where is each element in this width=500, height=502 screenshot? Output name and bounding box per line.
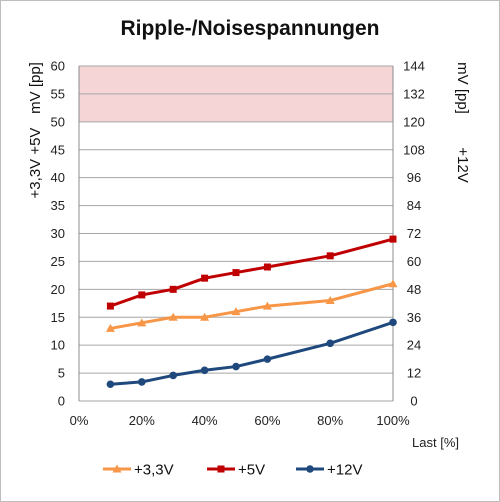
data-point-3-3v [388,279,398,288]
data-point-3-3v [105,323,115,332]
data-point-3-3v [231,307,241,316]
data-point-5v [169,285,177,293]
y-left-tick-label: 30 [51,226,65,241]
legend-label: +12V [327,462,362,479]
y-right-tick-label: 60 [407,254,421,269]
y-right-tick-label: 108 [403,142,425,157]
data-point-3-3v [200,312,210,321]
series-line-3-3v [108,282,395,330]
data-point-5v [106,302,114,310]
x-tick-label: 60% [254,413,280,428]
y-right-tick-label: 24 [407,338,421,353]
legend-label: +5V [238,462,265,479]
data-point-5v [326,252,334,260]
y-left-tick-label: 45 [51,142,65,157]
x-axis-title: Last [%] [412,435,459,450]
y-left-tick-label: 5 [58,366,65,381]
chart-title: Ripple-/Noisespannungen [120,17,379,40]
series-line-12v [108,320,395,386]
y-right-tick-label: 36 [407,310,421,325]
data-point-5v [232,269,240,277]
legend-marker-12v [306,465,314,473]
y-left-axis-unit: mV [pp] [27,62,44,114]
data-point-12v [232,362,240,371]
data-point-12v [263,355,272,363]
y-right-tick-label: 120 [403,114,425,129]
data-point-5v [138,291,146,299]
data-point-12v [169,371,177,380]
y-left-tick-label: 50 [51,114,65,129]
y-right-axis-unit: mV [pp] [454,62,471,114]
data-point-12v [389,318,397,327]
data-point-5v [263,263,271,271]
y-left-tick-label: 35 [51,198,65,213]
y-left-tick-label: 0 [58,394,65,409]
y-right-tick-label: 72 [407,226,421,241]
y-right-tick-label: 144 [403,59,425,74]
y-left-tick-label: 25 [51,254,65,269]
y-right-tick-label: 96 [407,170,421,185]
x-tick-label: 80% [317,413,343,428]
y-left-axis-title: +3,3V +5V [27,128,44,199]
legend-label: +3,3V [134,462,174,479]
data-point-3-3v [262,301,272,310]
data-point-12v [138,378,146,386]
y-right-tick-label: 132 [403,86,425,101]
data-point-5v [389,235,397,243]
x-tick-label: 40% [192,413,218,428]
y-right-axis-title: +12V [454,147,471,182]
data-point-3-3v [137,318,147,327]
data-point-12v [200,366,209,375]
data-point-12v [106,380,115,389]
y-right-tick-label: 84 [407,198,421,213]
y-right-tick-label: 12 [407,366,421,381]
x-tick-label: 0% [70,413,89,428]
legend-marker-3-3v [112,464,122,473]
y-left-tick-label: 60 [51,59,65,74]
x-tick-label: 20% [129,413,155,428]
legend-marker-5v [217,465,225,473]
y-right-tick-label: 48 [407,282,421,297]
data-point-5v [201,274,209,282]
series-line-5v [108,237,395,308]
data-point-3-3v [168,312,178,321]
y-left-tick-label: 40 [51,170,65,185]
y-left-tick-label: 10 [51,338,65,353]
y-left-tick-label: 55 [51,86,65,101]
x-tick-label: 100% [376,413,410,428]
y-left-tick-label: 15 [51,310,65,325]
data-point-3-3v [325,296,335,304]
data-point-12v [326,339,335,348]
y-left-tick-label: 20 [51,282,65,297]
y-right-tick-label: 0 [410,394,417,409]
